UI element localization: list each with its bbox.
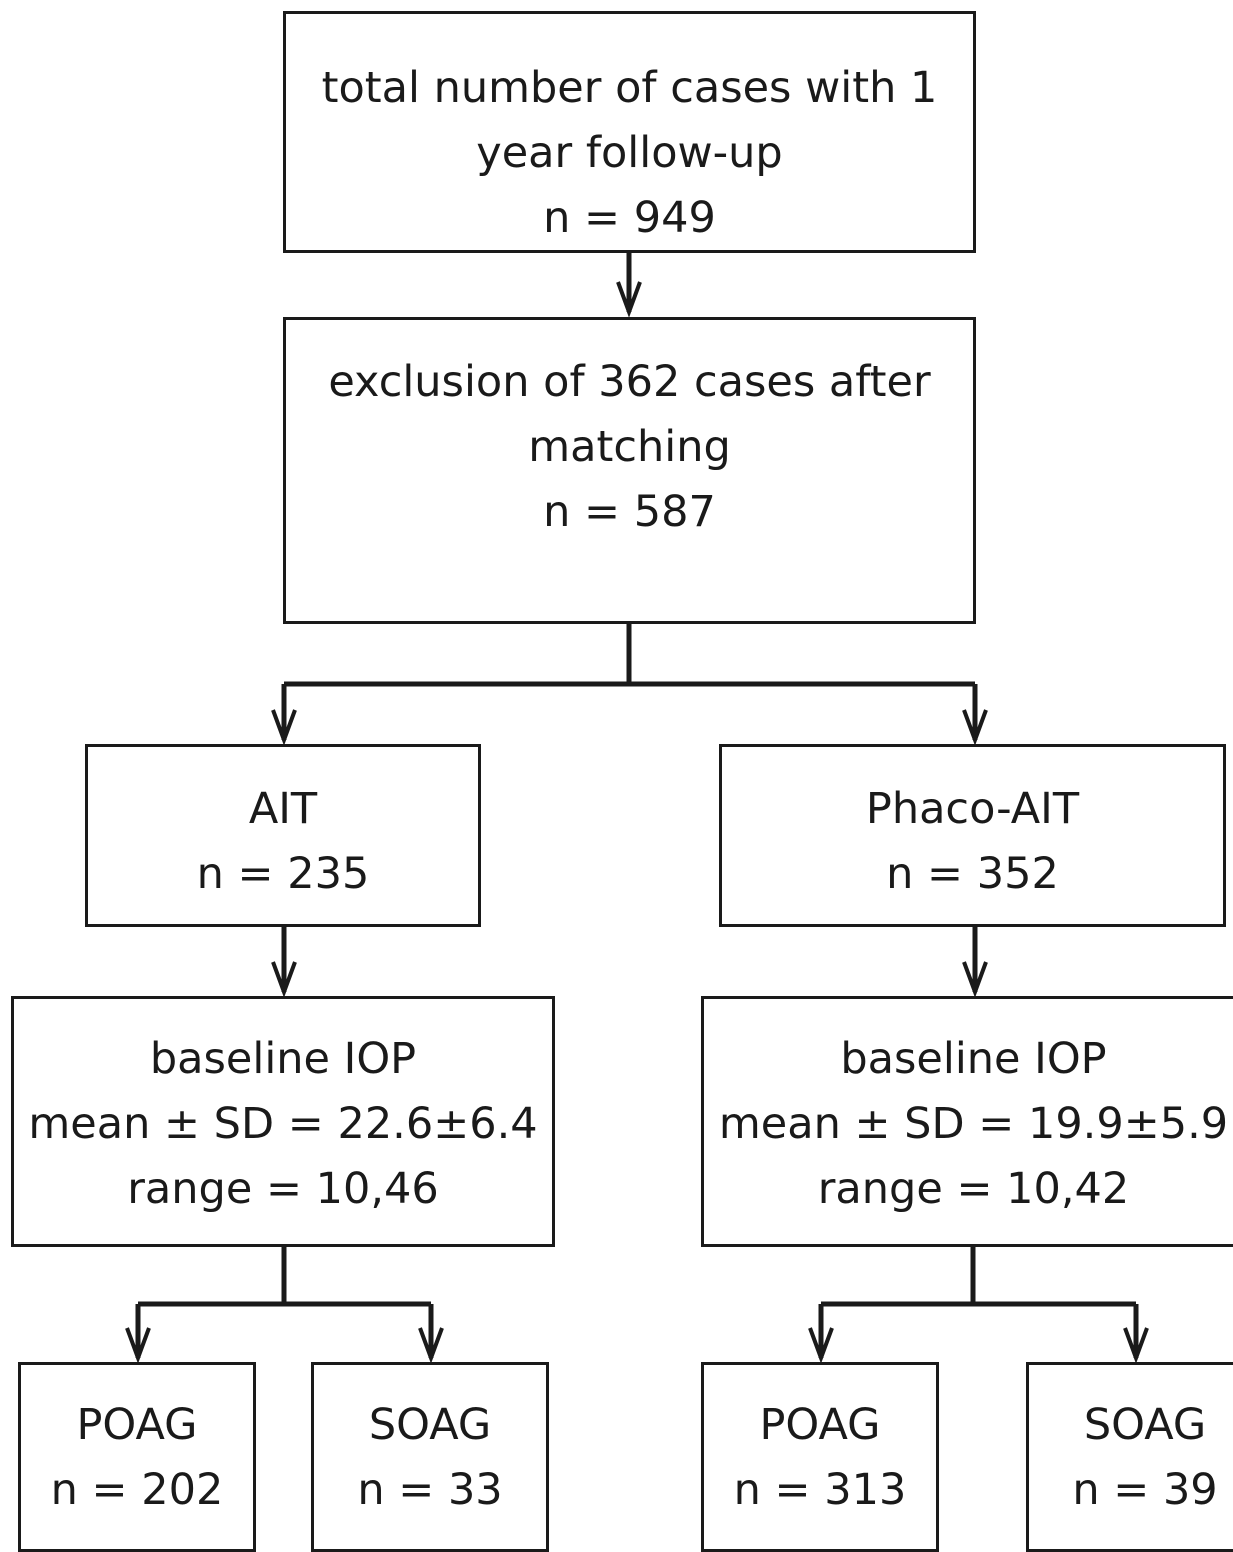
matched-cases-line1: exclusion of 362 cases after xyxy=(328,357,931,407)
phaco-ait-label: Phaco-AIT xyxy=(865,784,1080,834)
total-cases-box: total number of cases with 1 year follow… xyxy=(283,11,976,253)
arrowhead-phaco-to-baseline xyxy=(962,961,988,998)
phaco-baseline-box: baseline IOP mean ± SD = 19.9±5.9 range … xyxy=(701,996,1233,1247)
ait-soag-count: n = 33 xyxy=(357,1465,503,1515)
arrowhead-to-ait-poag xyxy=(125,1327,151,1364)
arrowhead-to-phaco-ait xyxy=(962,709,988,746)
phaco-soag-box: SOAG n = 39 xyxy=(1026,1362,1233,1552)
phaco-baseline-mean: mean ± SD = 19.9±5.9 xyxy=(718,1099,1229,1149)
ait-baseline-range: range = 10,46 xyxy=(127,1164,439,1214)
ait-count: n = 235 xyxy=(196,849,370,899)
arrowhead-to-ait-soag xyxy=(418,1327,444,1364)
ait-box: AIT n = 235 xyxy=(85,744,481,927)
phaco-soag-label: SOAG xyxy=(1083,1400,1207,1450)
phaco-poag-label: POAG xyxy=(759,1400,881,1450)
ait-label: AIT xyxy=(248,784,318,834)
arrowhead-to-phaco-soag xyxy=(1123,1327,1149,1364)
total-cases-count: n = 949 xyxy=(543,193,716,243)
arrowhead-total-to-matched xyxy=(616,281,642,318)
matched-cases-box: exclusion of 362 cases after matching n … xyxy=(283,317,976,624)
phaco-baseline-range: range = 10,42 xyxy=(817,1164,1130,1214)
ait-poag-count: n = 202 xyxy=(50,1465,224,1515)
matched-cases-line2: matching xyxy=(528,422,731,472)
ait-baseline-mean: mean ± SD = 22.6±6.4 xyxy=(28,1099,538,1149)
matched-cases-count: n = 587 xyxy=(543,487,716,537)
total-cases-line2: year follow-up xyxy=(476,128,783,178)
arrowhead-to-ait xyxy=(271,709,297,746)
ait-soag-box: SOAG n = 33 xyxy=(311,1362,549,1552)
phaco-poag-count: n = 313 xyxy=(733,1465,907,1515)
phaco-ait-box: Phaco-AIT n = 352 xyxy=(719,744,1226,927)
phaco-baseline-title: baseline IOP xyxy=(840,1034,1107,1084)
ait-soag-label: SOAG xyxy=(368,1400,492,1450)
phaco-soag-count: n = 39 xyxy=(1072,1465,1218,1515)
ait-poag-label: POAG xyxy=(76,1400,198,1450)
ait-poag-box: POAG n = 202 xyxy=(18,1362,256,1552)
ait-baseline-title: baseline IOP xyxy=(149,1034,417,1084)
arrowhead-ait-to-baseline xyxy=(271,961,297,998)
phaco-ait-count: n = 352 xyxy=(886,849,1059,899)
total-cases-line1: total number of cases with 1 xyxy=(321,63,938,113)
ait-baseline-box: baseline IOP mean ± SD = 22.6±6.4 range … xyxy=(11,996,555,1247)
arrowhead-to-phaco-poag xyxy=(808,1327,834,1364)
phaco-poag-box: POAG n = 313 xyxy=(701,1362,939,1552)
